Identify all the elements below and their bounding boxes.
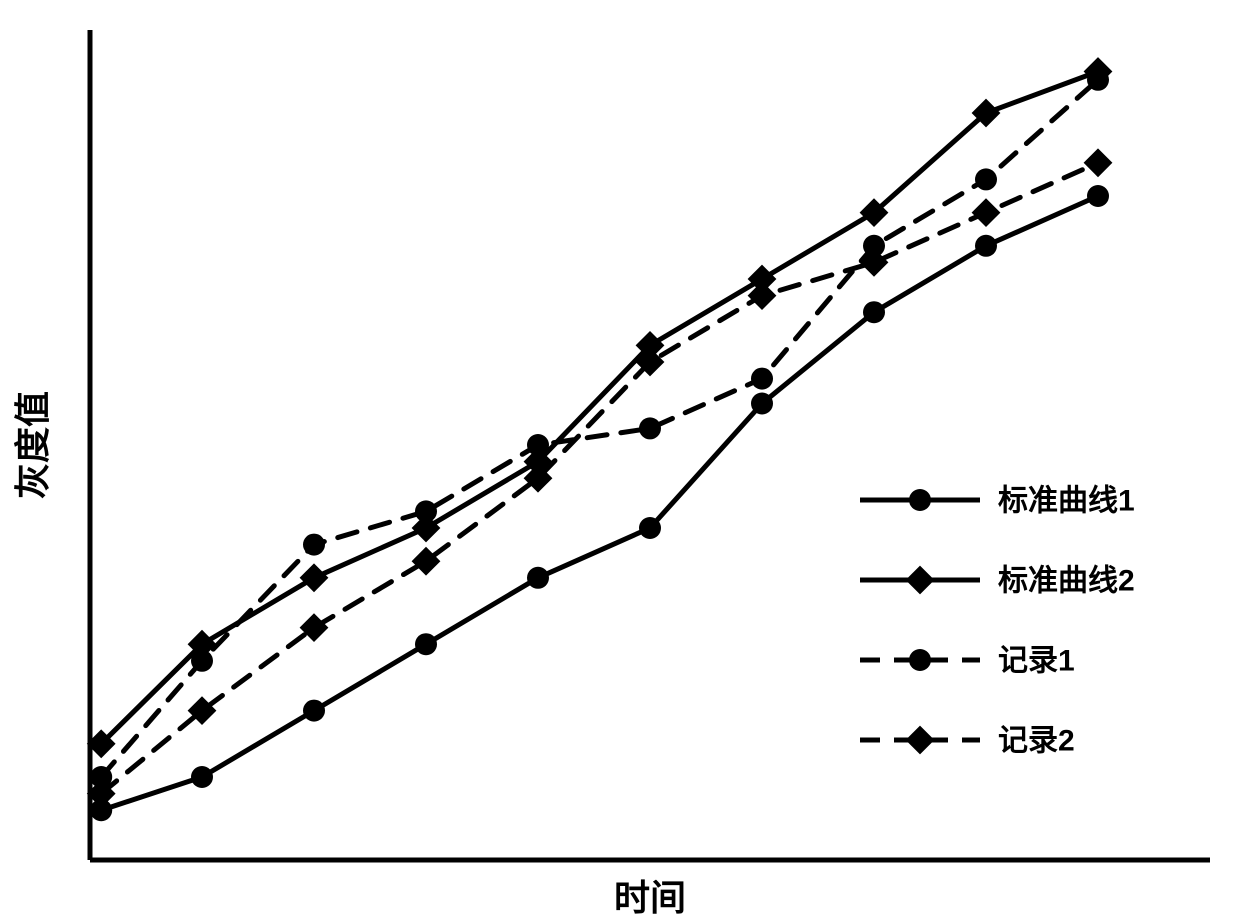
series-marker-rec1	[415, 500, 437, 522]
series-marker-std1	[415, 633, 437, 655]
legend-swatch-marker	[909, 649, 931, 671]
series-marker-rec1	[527, 434, 549, 456]
series-marker-std1	[639, 517, 661, 539]
series-marker-rec1	[639, 417, 661, 439]
legend: 标准曲线1 标准曲线2 记录1 记录2	[860, 485, 1135, 758]
series-marker-rec1	[191, 650, 213, 672]
series-marker-std1	[191, 766, 213, 788]
legend-label: 记录1	[998, 645, 1075, 678]
series-marker-rec2	[1084, 148, 1113, 177]
line-chart: 时间 灰度值标准曲线1 标准曲线2 记录1 记录2	[0, 0, 1240, 923]
series-marker-std1	[303, 700, 325, 722]
series-std2	[87, 57, 1113, 758]
series-marker-rec2	[972, 198, 1001, 227]
series-std1	[90, 185, 1109, 821]
series-marker-std1	[751, 393, 773, 415]
legend-item-rec2: 记录2	[860, 725, 1075, 758]
series-marker-std1	[975, 235, 997, 257]
legend-label: 标准曲线1	[998, 485, 1135, 518]
series-marker-std2	[300, 563, 329, 592]
legend-swatch-marker	[906, 566, 935, 595]
series-marker-std1	[863, 301, 885, 323]
series-marker-rec1	[1087, 69, 1109, 91]
series-marker-std1	[1087, 185, 1109, 207]
chart-svg: 时间 灰度值标准曲线1 标准曲线2 记录1 记录2	[0, 0, 1240, 923]
legend-item-std1: 标准曲线1	[860, 485, 1135, 518]
series-rec2	[87, 148, 1113, 808]
legend-item-std2: 标准曲线2	[860, 565, 1135, 598]
series-line-std1	[101, 196, 1098, 810]
x-axis-label: 时间	[614, 877, 686, 918]
legend-swatch-marker	[906, 726, 935, 755]
series-marker-rec1	[751, 368, 773, 390]
series-line-rec2	[101, 163, 1098, 794]
legend-item-rec1: 记录1	[860, 645, 1075, 678]
legend-label: 标准曲线2	[998, 565, 1135, 598]
series-marker-std1	[527, 567, 549, 589]
legend-swatch-marker	[909, 489, 931, 511]
series-marker-rec2	[860, 248, 889, 277]
series-marker-rec1	[975, 168, 997, 190]
series-marker-rec1	[303, 534, 325, 556]
series-line-std2	[101, 72, 1098, 744]
legend-label: 记录2	[998, 725, 1075, 758]
y-axis-label: 灰度值	[12, 391, 53, 499]
series-line-rec1	[101, 80, 1098, 777]
